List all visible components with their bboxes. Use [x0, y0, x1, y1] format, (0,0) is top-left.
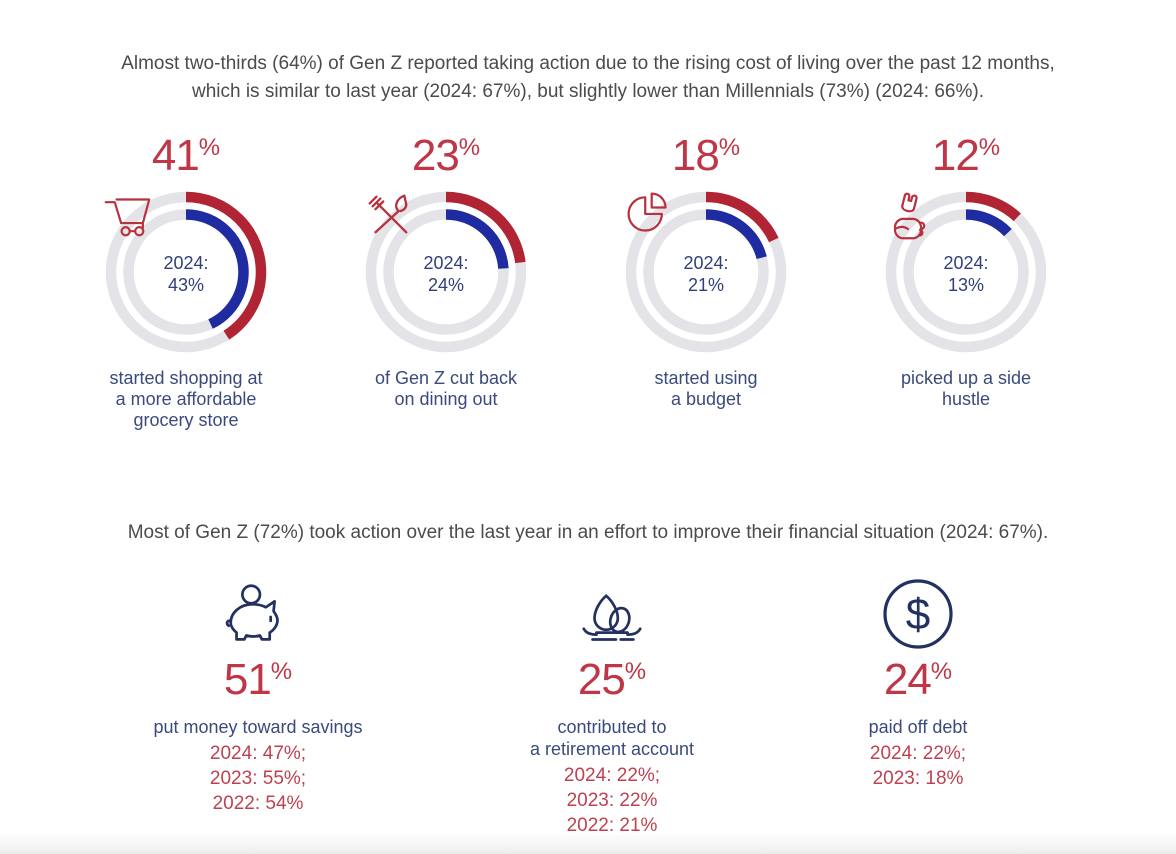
percent-sign: %	[458, 134, 481, 161]
stat-side-hustle: 12%	[880, 132, 1052, 431]
prior-year-value: 43%	[167, 274, 205, 295]
stat-retirement: 25% contributed to a retirement account …	[428, 575, 796, 838]
stat-savings: 51% put money toward savings 2024: 47%; …	[88, 575, 428, 838]
dollar-circle-icon: $	[881, 575, 955, 651]
percent-sign: %	[624, 658, 647, 685]
stat-number: 41	[151, 131, 200, 180]
percent-sign: %	[718, 134, 741, 161]
percent-sign: %	[978, 134, 1001, 161]
prior-year-label: 2024:	[943, 252, 989, 273]
stat-label: paid off debt	[868, 717, 968, 737]
donut-chart-row: 41% 2024: 43%	[0, 132, 1176, 431]
piggy-bank-icon	[219, 575, 297, 651]
prior-year-label: 2024:	[683, 252, 729, 273]
stat-caption: started using a budget	[654, 368, 758, 409]
donut-center: 2024: 43%	[103, 189, 269, 355]
donut-chart-budget: 2024: 21%	[623, 189, 789, 355]
stat-dining-out: 23% 2024: 24%	[360, 132, 532, 431]
page-bottom-shadow	[0, 832, 1176, 854]
stat-current-value: 41%	[152, 132, 220, 187]
donut-chart-dining: 2024: 24%	[363, 189, 529, 355]
stat-history: 2024: 22%; 2023: 18%	[869, 743, 967, 789]
stat-history: 2024: 22%; 2023: 22% 2022: 21%	[563, 765, 661, 836]
prior-year-value: 21%	[687, 274, 725, 295]
stat-label: put money toward savings	[153, 717, 363, 737]
percent-sign: %	[930, 658, 953, 685]
improvement-stat-row: 51% put money toward savings 2024: 47%; …	[0, 575, 1176, 838]
section1-heading: Almost two-thirds (64%) of Gen Z reporte…	[108, 0, 1068, 106]
prior-year-label: 2024:	[163, 252, 209, 273]
stat-caption: picked up a side hustle	[900, 368, 1032, 409]
stat-history: 2024: 47%; 2023: 55%; 2022: 54%	[209, 743, 307, 814]
donut-center: 2024: 21%	[623, 189, 789, 355]
stat-caption: started shopping at a more affordable gr…	[109, 368, 263, 430]
nest-egg-icon	[577, 575, 647, 651]
stat-current-value: 51%	[224, 655, 292, 712]
donut-center: 2024: 24%	[363, 189, 529, 355]
stat-label: contributed to a retirement account	[529, 717, 695, 759]
stat-number: 25	[577, 655, 626, 704]
stat-current-value: 23%	[412, 132, 480, 187]
donut-rings	[885, 191, 1047, 353]
section1-heading-line1: Almost two-thirds (64%) of Gen Z reporte…	[121, 53, 1055, 74]
svg-text:$: $	[906, 590, 930, 639]
stat-debt: $ 24% paid off debt 2024: 22%; 2023: 18%	[796, 575, 1040, 838]
prior-year-value: 24%	[427, 274, 465, 295]
prior-year-label: 2024:	[423, 252, 469, 273]
section1-heading-line2: which is similar to last year (2024: 67%…	[191, 81, 984, 102]
stat-grocery-store: 41% 2024: 43%	[100, 132, 272, 431]
section2-heading: Most of Gen Z (72%) took action over the…	[127, 522, 1049, 543]
stat-current-value: 12%	[932, 132, 1000, 187]
stat-number: 12	[931, 131, 980, 180]
stat-number: 18	[671, 131, 720, 180]
prior-year-value: 13%	[947, 274, 985, 295]
stat-current-value: 18%	[672, 132, 740, 187]
donut-chart-grocery: 2024: 43%	[103, 189, 269, 355]
donut-center: 2024: 13%	[883, 189, 1049, 355]
stat-current-value: 24%	[884, 655, 952, 712]
stat-number: 24	[883, 655, 932, 704]
stat-number: 23	[411, 131, 460, 180]
donut-chart-side-hustle: 2024: 13%	[883, 189, 1049, 355]
donut-rings	[365, 191, 527, 353]
donut-rings	[625, 191, 787, 353]
percent-sign: %	[198, 134, 221, 161]
stat-current-value: 25%	[578, 655, 646, 712]
stat-number: 51	[223, 655, 272, 704]
stat-budget: 18% 2024: 21% started using	[620, 132, 792, 431]
donut-rings	[105, 191, 267, 353]
percent-sign: %	[270, 658, 293, 685]
stat-caption: of Gen Z cut back on dining out	[374, 368, 518, 409]
